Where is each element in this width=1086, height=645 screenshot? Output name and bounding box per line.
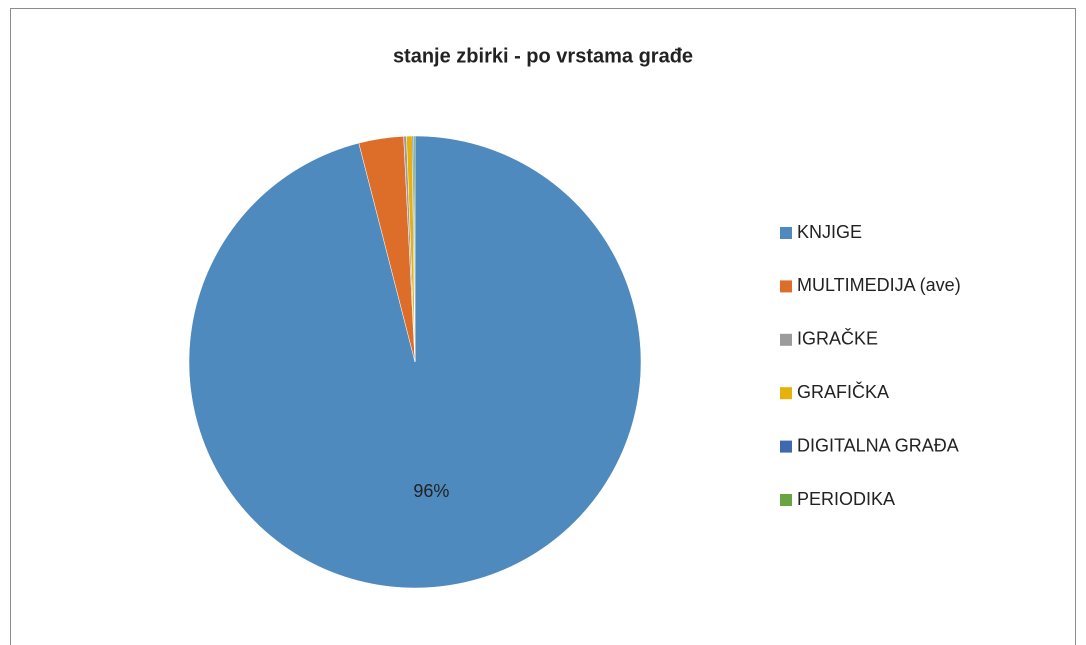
data-label: 96% xyxy=(413,481,449,501)
legend-label: GRAFIČKA xyxy=(797,381,889,402)
legend-swatch xyxy=(780,333,792,346)
legend-swatch xyxy=(780,440,792,453)
chart-title: stanje zbirki - po vrstama građe xyxy=(393,45,693,67)
legend-swatch xyxy=(780,227,792,239)
legend-label: DIGITALNA GRAĐA xyxy=(797,435,959,455)
legend-swatch xyxy=(780,387,792,400)
legend-swatch xyxy=(780,494,792,506)
legend-swatch xyxy=(780,280,792,293)
legend-label: KNJIGE xyxy=(797,222,862,242)
legend-label: IGRAČKE xyxy=(797,328,878,349)
legend-label: PERIODIKA xyxy=(797,489,895,509)
legend-label: MULTIMEDIJA (ave) xyxy=(797,275,961,295)
pie-slice xyxy=(413,135,416,363)
